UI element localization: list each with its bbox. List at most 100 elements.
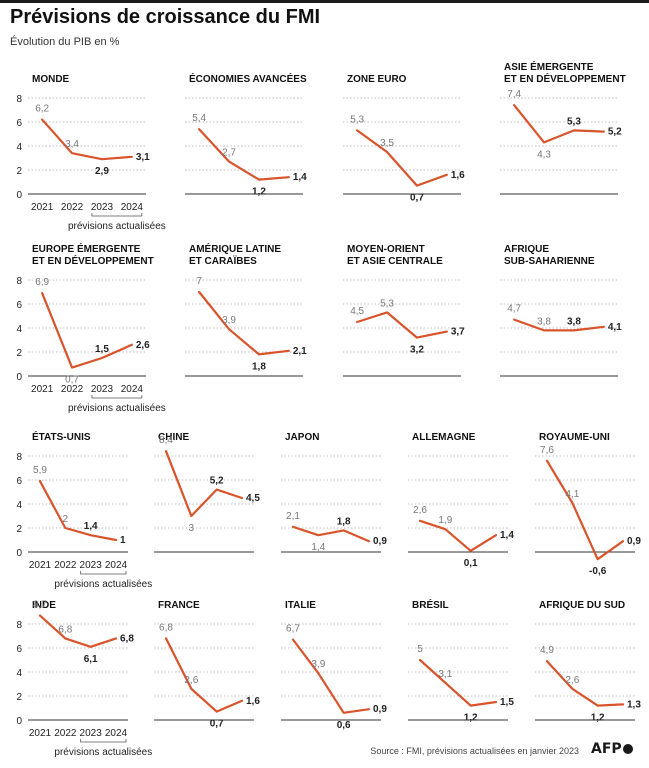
data-label-economies-avancees-2022: 2,7 xyxy=(222,148,236,159)
data-label-economies-avancees-2024: 1,4 xyxy=(293,172,307,183)
data-label-asie-emergente-et-en-developpement-2022: 4,3 xyxy=(537,149,551,160)
forecast-note-etats-unis: prévisions actualisées xyxy=(54,579,152,590)
data-label-europe-emergente-et-en-developpement-2021: 6,9 xyxy=(35,277,49,288)
y-tick-etats-unis-6: 6 xyxy=(16,476,22,487)
series-line-etats-unis xyxy=(38,480,118,542)
data-label-chine-2023: 5,2 xyxy=(210,476,224,487)
data-label-afrique-du-sud-2024: 1,3 xyxy=(627,699,641,710)
data-label-asie-emergente-et-en-developpement-2021: 7,4 xyxy=(507,89,521,100)
series-line-amerique-latine-et-caraibes xyxy=(198,290,290,356)
series-line-afrique-du-sud xyxy=(545,660,625,707)
series-line-allemagne xyxy=(418,519,498,552)
x-tick-inde-2023: 2023 xyxy=(80,728,103,739)
chart-title-etats-unis: ÉTATS-UNIS xyxy=(32,430,91,443)
data-label-afrique-du-sud-2022: 2,6 xyxy=(565,675,579,686)
data-label-amerique-latine-et-caraibes-2023: 1,8 xyxy=(252,361,266,372)
x-tick-monde-2022: 2022 xyxy=(61,202,84,213)
y-tick-monde-0: 0 xyxy=(16,190,22,201)
data-label-monde-2024: 3,1 xyxy=(136,152,150,163)
series-line-asie-emergente-et-en-developpement xyxy=(513,104,605,144)
data-label-amerique-latine-et-caraibes-2022: 3,9 xyxy=(222,315,236,326)
data-label-japon-2024: 0,9 xyxy=(373,536,387,547)
chart-title-italie: ITALIE xyxy=(285,600,316,611)
data-label-asie-emergente-et-en-developpement-2023: 5,3 xyxy=(567,116,581,127)
data-label-inde-2022: 6,8 xyxy=(58,624,72,635)
x-tick-europe-emergente-et-en-developpement-2023: 2023 xyxy=(91,384,114,395)
data-label-monde-2021: 6,2 xyxy=(35,104,49,115)
data-label-japon-2021: 2,1 xyxy=(286,511,300,522)
data-label-france-2022: 2,6 xyxy=(184,675,198,686)
forecast-bracket-etats-unis xyxy=(80,571,127,575)
afp-logo-text: AFP xyxy=(591,741,622,757)
data-label-etats-unis-2022: 2 xyxy=(63,514,69,525)
data-label-allemagne-2023: 0,1 xyxy=(464,558,478,569)
data-label-europe-emergente-et-en-developpement-2024: 2,6 xyxy=(136,340,150,351)
data-label-amerique-latine-et-caraibes-2024: 2,1 xyxy=(293,346,307,357)
top-rule xyxy=(0,0,649,3)
data-label-chine-2024: 4,5 xyxy=(246,493,260,504)
series-line-royaume-uni xyxy=(545,459,625,561)
data-label-inde-2021: 8,7 xyxy=(33,600,47,611)
x-tick-etats-unis-2023: 2023 xyxy=(80,560,103,571)
data-label-economies-avancees-2021: 5,4 xyxy=(192,113,206,124)
series-line-france xyxy=(164,637,244,713)
data-label-zone-euro-2024: 1,6 xyxy=(451,170,465,181)
y-tick-europe-emergente-et-en-developpement-4: 4 xyxy=(16,324,22,335)
data-label-japon-2023: 1,8 xyxy=(337,516,351,527)
forecast-note-europe-emergente-et-en-developpement: prévisions actualisées xyxy=(68,403,166,414)
chart-title-afrique-du-sud: AFRIQUE DU SUD xyxy=(539,600,625,611)
series-line-afrique-sub-saharienne xyxy=(513,318,605,332)
chart-title-europe-emergente-et-en-developpement: EUROPE ÉMERGENTE ET EN DÉVELOPPEMENT xyxy=(32,242,154,267)
y-tick-inde-4: 4 xyxy=(16,668,22,679)
series-line-chine xyxy=(164,450,244,518)
y-tick-etats-unis-8: 8 xyxy=(16,452,22,463)
data-label-europe-emergente-et-en-developpement-2022: 0,7 xyxy=(65,375,79,386)
y-tick-monde-6: 6 xyxy=(16,118,22,129)
afp-logo: AFP xyxy=(591,741,633,757)
data-label-bresil-2023: 1,2 xyxy=(464,713,478,724)
data-label-italie-2024: 0,9 xyxy=(373,704,387,715)
data-label-bresil-2022: 3,1 xyxy=(438,669,452,680)
forecast-bracket-inde xyxy=(80,739,127,743)
series-line-italie xyxy=(291,638,371,714)
x-tick-monde-2023: 2023 xyxy=(91,202,114,213)
data-label-allemagne-2024: 1,4 xyxy=(500,530,514,541)
page-title: Prévisions de croissance du FMI xyxy=(10,6,321,28)
series-line-japon xyxy=(291,525,371,543)
data-label-italie-2022: 3,9 xyxy=(311,659,325,670)
data-label-moyen-orient-et-asie-centrale-2024: 3,7 xyxy=(451,327,465,338)
data-label-royaume-uni-2024: 0,9 xyxy=(627,536,641,547)
y-tick-europe-emergente-et-en-developpement-2: 2 xyxy=(16,348,22,359)
chart-title-japon: JAPON xyxy=(285,432,319,443)
data-label-monde-2023: 2,9 xyxy=(95,166,109,177)
series-line-moyen-orient-et-asie-centrale xyxy=(356,311,448,339)
x-tick-europe-emergente-et-en-developpement-2022: 2022 xyxy=(61,384,84,395)
chart-title-royaume-uni: ROYAUME-UNI xyxy=(539,432,610,443)
x-tick-inde-2022: 2022 xyxy=(54,728,77,739)
data-label-afrique-sub-saharienne-2024: 4,1 xyxy=(608,322,622,333)
data-label-chine-2022: 3 xyxy=(189,523,195,534)
data-label-royaume-uni-2021: 7,6 xyxy=(540,445,554,456)
data-label-inde-2024: 6,8 xyxy=(120,633,134,644)
data-label-afrique-sub-saharienne-2021: 4,7 xyxy=(507,304,521,315)
data-label-royaume-uni-2023: -0,6 xyxy=(589,566,607,577)
source-note: Source : FMI, prévisions actualisées en … xyxy=(370,746,579,756)
x-tick-inde-2021: 2021 xyxy=(29,728,52,739)
forecast-note-monde: prévisions actualisées xyxy=(68,221,166,232)
chart-title-monde: MONDE xyxy=(32,74,70,85)
data-label-moyen-orient-et-asie-centrale-2023: 3,2 xyxy=(410,345,424,356)
chart-title-amerique-latine-et-caraibes: AMÉRIQUE LATINE ET CARAÏBES xyxy=(189,242,281,267)
x-tick-etats-unis-2022: 2022 xyxy=(54,560,77,571)
chart-title-asie-emergente-et-en-developpement: ASIE ÉMERGENTE ET EN DÉVELOPPEMENT xyxy=(504,60,626,85)
chart-title-moyen-orient-et-asie-centrale: MOYEN-ORIENT ET ASIE CENTRALE xyxy=(347,244,443,267)
y-tick-inde-2: 2 xyxy=(16,692,22,703)
chart-title-inde: INDE xyxy=(32,600,56,611)
forecast-note-inde: prévisions actualisées xyxy=(54,747,152,758)
data-label-zone-euro-2022: 3,5 xyxy=(380,138,394,149)
data-label-france-2023: 0,7 xyxy=(210,719,224,730)
chart-title-economies-avancees: ÉCONOMIES AVANCÉES xyxy=(189,72,307,85)
y-tick-monde-4: 4 xyxy=(16,142,22,153)
chart-title-chine: CHINE xyxy=(158,432,189,443)
data-label-bresil-2021: 5 xyxy=(417,644,423,655)
